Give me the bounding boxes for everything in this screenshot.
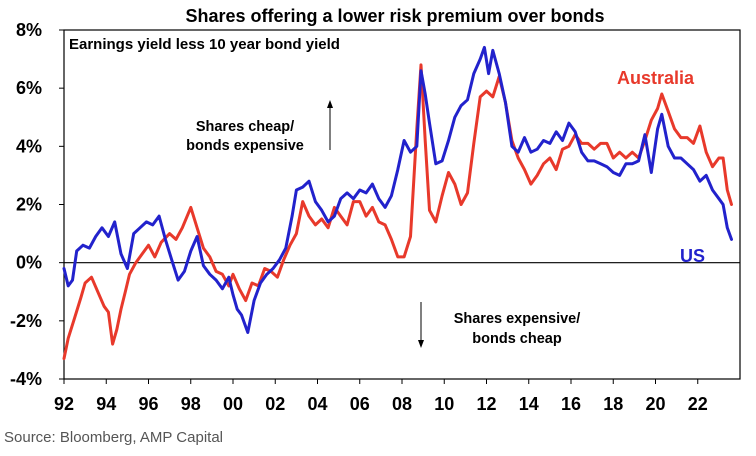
x-tick-label: 00 (223, 394, 243, 414)
x-tick-label: 92 (54, 394, 74, 414)
x-tick-label: 18 (603, 394, 623, 414)
x-tick-label: 04 (307, 394, 327, 414)
annotation-upper-line2: bonds expensive (186, 138, 304, 154)
x-axis: 92 94 96 98 00 02 04 06 08 10 12 14 16 18 20 22 (54, 379, 708, 414)
y-tick-label: 2% (16, 195, 42, 215)
annotation-lower-line2: bonds cheap (472, 331, 562, 347)
legend-australia: Australia (617, 68, 695, 88)
chart-subtitle: Earnings yield less 10 year bond yield (69, 36, 340, 53)
x-tick-label: 20 (645, 394, 665, 414)
y-tick-label: 8% (16, 20, 42, 40)
x-tick-label: 12 (476, 394, 496, 414)
x-tick-label: 10 (434, 394, 454, 414)
x-tick-label: 16 (561, 394, 581, 414)
series-layer (62, 45, 733, 361)
y-tick-label: 6% (16, 78, 42, 98)
source-note: Source: Bloomberg, AMP Capital (4, 429, 224, 446)
y-tick-label: 4% (16, 136, 42, 156)
y-tick-label: 0% (16, 253, 42, 273)
x-tick-label: 98 (181, 394, 201, 414)
x-tick-label: 22 (688, 394, 708, 414)
x-tick-label: 14 (519, 394, 539, 414)
annotation-lower-line1: Shares expensive/ (454, 311, 581, 327)
y-tick-label: -2% (10, 311, 42, 331)
series-line-us (62, 45, 733, 334)
x-tick-label: 96 (138, 394, 158, 414)
legend-us: US (680, 246, 705, 266)
x-tick-label: 06 (350, 394, 370, 414)
arrow-down-icon (418, 302, 424, 348)
y-tick-label: -4% (10, 369, 42, 389)
x-tick-label: 94 (96, 394, 116, 414)
annotation-upper-line1: Shares cheap/ (196, 119, 294, 135)
x-tick-label: 08 (392, 394, 412, 414)
x-tick-label: 02 (265, 394, 285, 414)
y-axis: -4% -2% 0% 2% 4% 6% 8% (10, 20, 64, 389)
arrow-up-icon (327, 100, 333, 150)
chart-title: Shares offering a lower risk premium ove… (185, 6, 604, 26)
